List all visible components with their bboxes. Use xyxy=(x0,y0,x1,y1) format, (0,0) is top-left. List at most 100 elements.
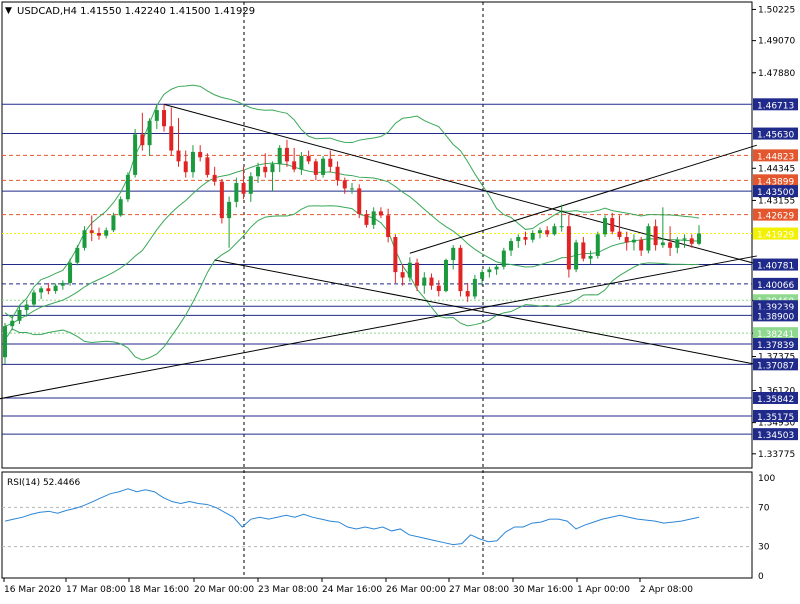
candle-bear xyxy=(313,161,318,175)
level-tag-text: 1.46713 xyxy=(757,101,794,111)
candle-bear xyxy=(668,242,673,248)
chart-menu-triangle-icon[interactable]: ▼ xyxy=(5,6,12,16)
level-tag xyxy=(753,208,798,221)
candle-bear xyxy=(689,238,694,244)
candle-bull xyxy=(321,158,326,175)
candle-bear xyxy=(96,232,101,236)
level-tag-text: 1.43899 xyxy=(757,177,794,187)
candle-bull xyxy=(154,110,159,121)
candle-bull xyxy=(227,201,232,219)
level-tag-text: 1.44823 xyxy=(757,152,794,162)
candle-bear xyxy=(212,174,217,182)
candle-bull xyxy=(595,234,600,256)
level-tag xyxy=(753,277,798,290)
candle-bull xyxy=(111,215,116,231)
time-label: 1 Apr 00:00 xyxy=(577,585,630,595)
price-panel xyxy=(1,1,753,469)
level-tag xyxy=(753,358,798,371)
level-tag xyxy=(753,185,798,198)
candle-bull xyxy=(125,174,130,200)
candle-bear xyxy=(545,230,550,235)
candle-bull xyxy=(631,239,636,243)
candle-bull xyxy=(422,277,427,286)
band-lower xyxy=(4,205,700,361)
candle-bull xyxy=(537,230,542,233)
level-tag xyxy=(753,98,798,111)
candle-bear xyxy=(205,157,210,175)
level-tag-text: 1.39239 xyxy=(757,303,794,313)
level-tag xyxy=(753,300,798,313)
candle-bull xyxy=(509,241,514,251)
candle-bull xyxy=(53,285,58,292)
channel-upper-line xyxy=(163,103,757,265)
rsi-indicator: 100 70 30 0 xyxy=(2,474,775,582)
candle-bull xyxy=(603,218,608,235)
level-tag xyxy=(753,127,798,140)
level-tag xyxy=(753,391,798,404)
time-axis: 16 Mar 2020 17 Mar 08:00 18 Mar 16:00 20 Ma… xyxy=(3,578,693,595)
rsi-scale-label: 0 xyxy=(758,572,764,582)
candle-bull xyxy=(530,232,535,240)
candle-bull xyxy=(147,120,152,146)
level-tag-text: 1.45630 xyxy=(757,131,794,141)
candle-bear xyxy=(46,288,51,292)
candle-bull xyxy=(270,164,275,173)
candle-bull xyxy=(574,242,579,270)
price-tick-label: 1.36120 xyxy=(758,386,795,396)
candle-bull xyxy=(277,147,282,165)
channel-lower-line xyxy=(214,259,757,366)
candle-bear xyxy=(566,226,571,270)
level-tag xyxy=(753,258,798,271)
rsi-scale-label: 70 xyxy=(758,503,770,513)
candle-bull xyxy=(675,239,680,248)
price-tick-label: 1.44345 xyxy=(758,164,795,174)
candle-bear xyxy=(436,285,441,292)
candle-bear xyxy=(610,218,615,232)
candle-bull xyxy=(443,259,448,292)
candle-bull xyxy=(118,199,123,216)
candle-bear xyxy=(169,126,174,151)
candle-bull xyxy=(248,176,253,194)
level-tag xyxy=(753,338,798,351)
candle-bear xyxy=(219,181,224,219)
candle-bull xyxy=(104,230,109,236)
time-label: 23 Mar 08:00 xyxy=(258,585,318,595)
candle-bull xyxy=(516,237,521,242)
level-tag-text: 1.43500 xyxy=(757,188,794,198)
candle-bull xyxy=(660,242,665,246)
candle-bull xyxy=(190,151,195,173)
time-label: 27 Mar 08:00 xyxy=(449,585,509,595)
candle-bull xyxy=(494,266,499,270)
level-tag xyxy=(753,309,798,322)
level-tag-text: 1.42629 xyxy=(757,212,794,222)
trendlines xyxy=(0,103,757,400)
level-tag-text: 1.37087 xyxy=(757,361,794,371)
candle-bull xyxy=(487,269,492,273)
band-upper xyxy=(4,84,700,319)
candle-bear xyxy=(162,110,167,127)
candle-bear xyxy=(364,214,369,225)
time-label: 24 Mar 16:00 xyxy=(322,585,382,595)
candle-bear xyxy=(198,151,203,158)
candle-bull xyxy=(697,233,701,244)
level-tag-text: 1.38241 xyxy=(757,330,794,340)
candle-bear xyxy=(393,237,398,273)
candle-bull xyxy=(75,247,80,263)
level-tag-text: 1.38900 xyxy=(757,312,794,322)
candle-bear xyxy=(183,161,188,173)
candle-bull xyxy=(82,230,87,248)
time-label: 16 Mar 2020 xyxy=(4,585,61,595)
candle-bear xyxy=(639,239,644,251)
candle-bull xyxy=(451,247,456,260)
candle-bear xyxy=(328,158,333,167)
candle-bear xyxy=(335,166,340,181)
candle-bull xyxy=(256,166,261,177)
level-tag-text: 1.34503 xyxy=(757,431,794,441)
candle-bull xyxy=(588,255,593,259)
candle-bull xyxy=(39,288,44,293)
candle-bull xyxy=(17,309,22,321)
candle-bear xyxy=(263,166,268,173)
level-tag xyxy=(753,227,798,240)
